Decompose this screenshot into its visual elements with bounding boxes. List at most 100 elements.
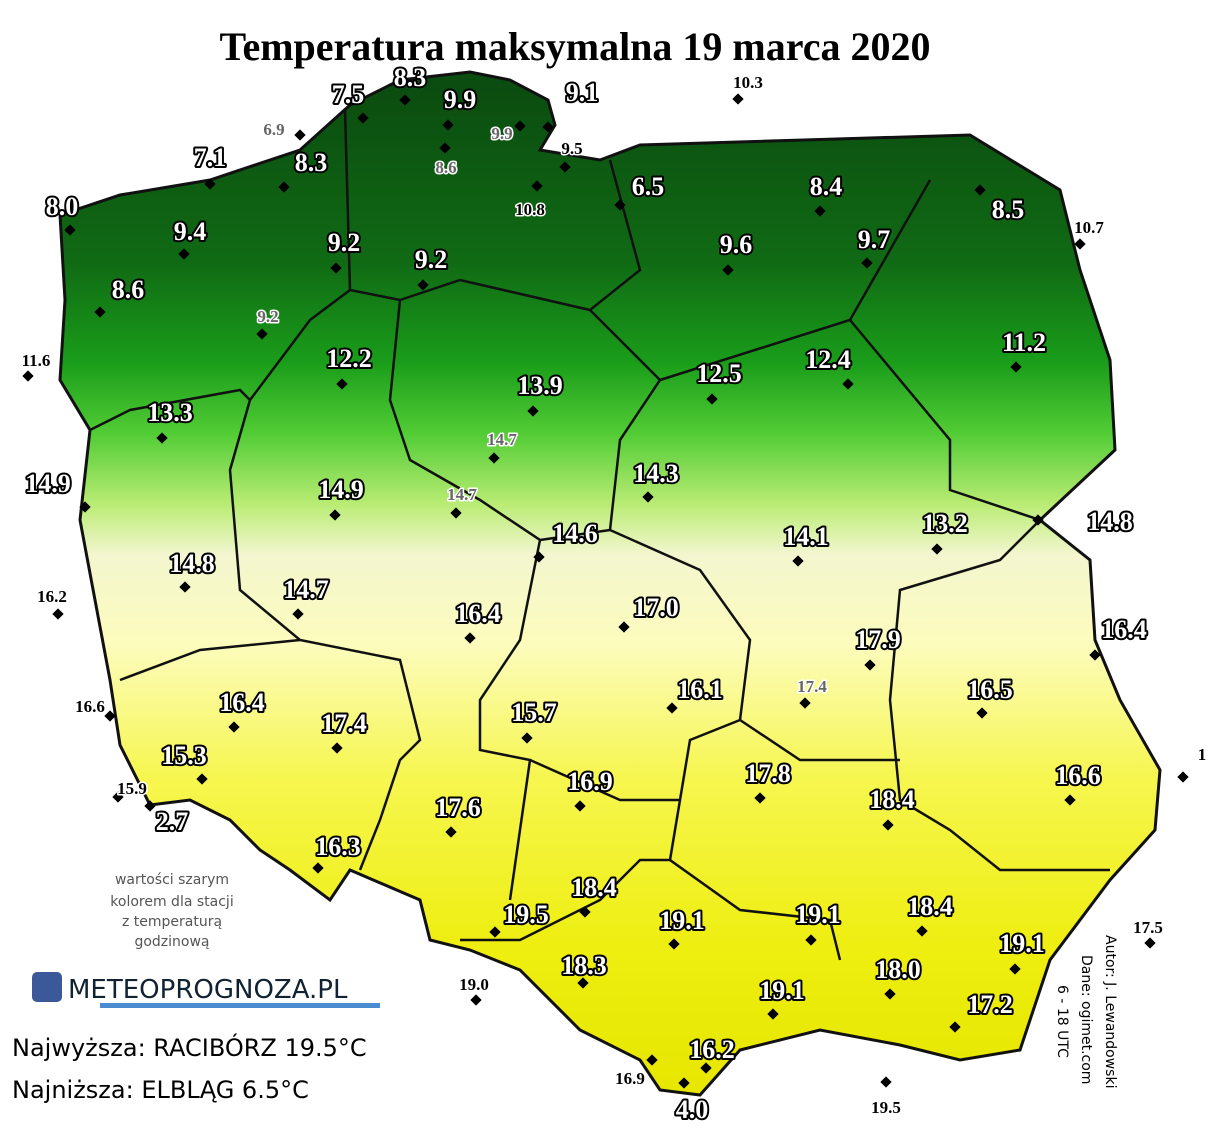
station-value: 17.0 — [633, 593, 679, 622]
station-marker — [439, 142, 451, 154]
station-marker — [754, 792, 766, 804]
station-marker — [330, 262, 342, 274]
station-value: 14.7 — [283, 575, 329, 604]
station-value: 14.1 — [783, 522, 829, 551]
station-value: 8.4 — [810, 172, 843, 201]
station-marker — [678, 1077, 690, 1089]
station-marker — [278, 181, 290, 193]
station-marker — [292, 608, 304, 620]
station-value: 18.4 — [869, 785, 915, 814]
station-value: 18.4 — [571, 873, 617, 902]
station-marker — [1009, 963, 1021, 975]
station-marker — [488, 452, 500, 464]
station-marker — [533, 551, 545, 563]
station-marker — [417, 279, 429, 291]
credit: 6 - 18 UTC — [1054, 985, 1070, 1058]
station-value: 8.5 — [992, 195, 1025, 224]
station-marker — [312, 862, 324, 874]
station-value: 14.3 — [633, 459, 679, 488]
station-value: 15.3 — [161, 741, 207, 770]
station-value: 9.6 — [720, 230, 753, 259]
station-value: 9.9 — [491, 124, 512, 143]
station-value: 16.4 — [455, 599, 501, 628]
station-marker — [799, 697, 811, 709]
station-value: 16.6 — [75, 697, 105, 716]
station-value: 8.0 — [46, 192, 79, 221]
min-temp: Najniższa: ELBLĄG 6.5°C — [12, 1076, 309, 1104]
station-marker — [577, 977, 589, 989]
station-marker — [22, 370, 34, 382]
station-marker — [618, 621, 630, 633]
station-value: 17.2 — [967, 990, 1013, 1019]
station-value: 18.3 — [561, 951, 607, 980]
station-marker — [1032, 514, 1044, 526]
station-value: 9.2 — [415, 245, 448, 274]
station-value: 18.0 — [875, 955, 921, 984]
station-marker — [668, 938, 680, 950]
station-marker — [706, 393, 718, 405]
station-marker — [646, 1054, 658, 1066]
station-marker — [331, 742, 343, 754]
station-value: 16.9 — [615, 1069, 645, 1088]
station-marker — [732, 93, 744, 105]
station-marker — [52, 608, 64, 620]
credit: Autor: J. Lewandowski — [1102, 935, 1118, 1088]
station-marker — [974, 184, 986, 196]
station-value: 16.6 — [1055, 761, 1101, 790]
station-marker — [521, 732, 533, 744]
station-marker — [767, 1008, 779, 1020]
station-value: 15.9 — [117, 779, 147, 798]
station-value: 16.5 — [967, 675, 1013, 704]
station-value: 16.2 — [689, 1035, 735, 1064]
station-marker — [559, 161, 571, 173]
station-marker — [450, 507, 462, 519]
station-value: 8.6 — [435, 158, 456, 177]
credit: Dane: ogimet.com — [1078, 955, 1094, 1084]
station-value: 10.7 — [1074, 218, 1104, 237]
region-borders — [89, 109, 1110, 961]
station-value: 14.8 — [169, 549, 215, 578]
note-line: godzinową — [134, 934, 209, 950]
station-value: 12.4 — [805, 345, 851, 374]
note: wartości szarym kolorem dla stacji z tem… — [110, 872, 233, 950]
station-value: 19.1 — [759, 976, 805, 1005]
note-line: z temperaturą — [122, 914, 222, 930]
station-value: 19.5 — [871, 1098, 901, 1117]
station-marker — [178, 248, 190, 260]
station-marker — [861, 257, 873, 269]
station-value: 17.5 — [1133, 918, 1163, 937]
station-marker — [489, 926, 501, 938]
station-value: 7.5 — [332, 80, 365, 109]
station-value: 9.5 — [561, 139, 582, 158]
station-value: 1 — [1198, 745, 1207, 764]
station-value: 10.3 — [733, 73, 763, 92]
station-marker — [642, 491, 654, 503]
facebook-icon[interactable] — [32, 972, 62, 1002]
station-marker — [976, 707, 988, 719]
station-value: 19.1 — [795, 900, 841, 929]
station-marker — [1144, 937, 1156, 949]
station-value: 17.6 — [435, 793, 481, 822]
logo[interactable]: METEOPROGNOZA.PL — [68, 975, 348, 1005]
station-value: 14.8 — [1087, 507, 1133, 536]
station-marker — [464, 632, 476, 644]
station-value: 9.2 — [257, 307, 278, 326]
station-value: 14.9 — [318, 475, 364, 504]
station-marker — [700, 1062, 712, 1074]
note-line: wartości szarym — [115, 872, 229, 888]
station-value: 16.9 — [567, 767, 613, 796]
station-marker — [531, 180, 543, 192]
station-value: 6.5 — [632, 172, 665, 201]
station-value: 9.7 — [858, 225, 891, 254]
station-value: 9.1 — [566, 78, 599, 107]
station-marker — [579, 906, 591, 918]
station-marker — [916, 925, 928, 937]
station-marker — [884, 988, 896, 1000]
station-value: 19.0 — [459, 975, 489, 994]
station-marker — [842, 378, 854, 390]
station-value: 9.9 — [444, 85, 477, 114]
station-marker — [527, 405, 539, 417]
station-marker — [1010, 361, 1022, 373]
station-value: 12.2 — [326, 344, 372, 373]
station-marker — [445, 826, 457, 838]
